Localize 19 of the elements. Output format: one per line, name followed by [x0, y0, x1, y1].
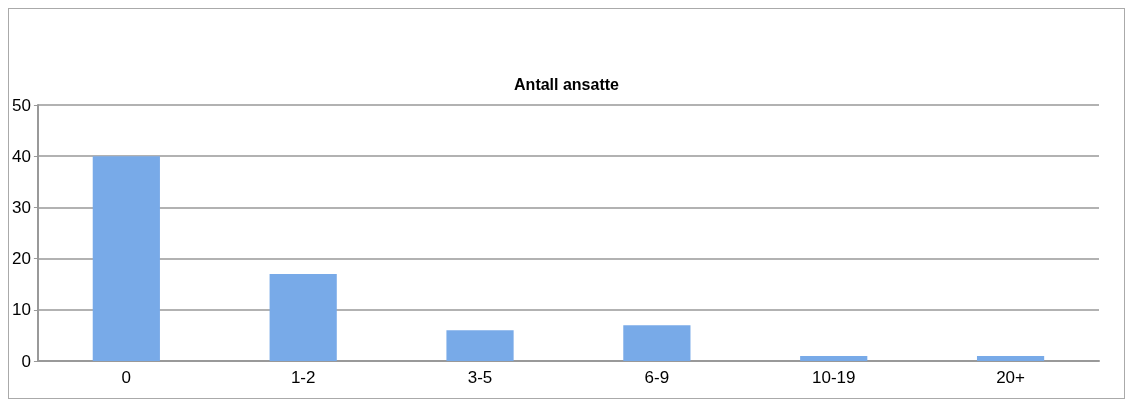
y-tick-label: 40	[11, 146, 31, 166]
y-tick-label: 30	[11, 197, 31, 217]
x-tick-label: 3-5	[467, 368, 493, 387]
bar	[92, 156, 160, 361]
bar	[446, 330, 514, 361]
y-tick-label: 0	[21, 351, 31, 371]
y-tick-label: 50	[11, 95, 31, 115]
x-tick-label: 1-2	[290, 368, 316, 387]
y-tick-label: 20	[11, 249, 31, 269]
y-tick-label: 10	[11, 300, 31, 320]
x-tick-label: 6-9	[644, 368, 670, 387]
bar	[623, 325, 691, 361]
chart-title: Antall ansatte	[514, 75, 620, 93]
x-tick-label: 10-19	[811, 368, 856, 387]
bar	[976, 355, 1045, 361]
x-tick-label: 20+	[996, 368, 1026, 387]
bar	[269, 273, 337, 361]
bar	[800, 355, 868, 361]
x-tick-label: 0	[121, 368, 132, 387]
